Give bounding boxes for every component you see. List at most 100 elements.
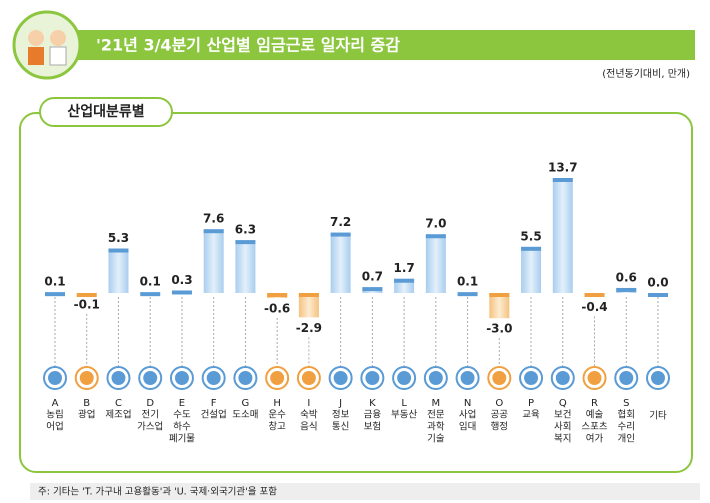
category-label: 공공 <box>491 410 509 421</box>
value-label: 7.6 <box>203 212 224 226</box>
category-label: 여가 <box>586 433 604 445</box>
chart-subtitle: (전년동기대비, 만개) <box>602 68 690 80</box>
bar <box>552 178 573 293</box>
category-label: 과학 <box>427 422 445 433</box>
bar-cap <box>521 246 542 251</box>
bar-cap <box>394 278 415 283</box>
value-label: -2.9 <box>296 321 322 335</box>
worker-body <box>49 46 67 66</box>
bar-cap <box>457 292 478 297</box>
category-label: 복지 <box>554 434 571 445</box>
value-label: 0.0 <box>647 276 668 290</box>
bar-cap <box>584 293 605 297</box>
panel-label: 산업대분류별 <box>67 103 144 120</box>
value-label: 0.1 <box>140 275 161 289</box>
bar-cap <box>648 293 668 297</box>
bar-cap <box>552 178 573 182</box>
value-label: 13.7 <box>548 161 578 175</box>
industry-icon-inner <box>651 371 665 385</box>
footnote-bar <box>30 483 700 500</box>
bar-cap <box>298 293 319 297</box>
industry-icon-inner <box>555 371 570 385</box>
bar-cap <box>425 234 446 239</box>
category-label: 도소매 <box>232 410 258 421</box>
category-label: 사업 <box>459 409 476 421</box>
category-label: 교육 <box>522 410 540 421</box>
category-label: 전기 <box>141 410 158 421</box>
category-label: 폐기물 <box>169 433 195 445</box>
industry-icon-inner <box>111 371 126 385</box>
category-label: 정보 <box>332 410 350 421</box>
panel-tab <box>39 97 173 127</box>
industry-icon-inner <box>333 371 348 385</box>
value-label: -0.4 <box>581 300 607 314</box>
category-label: 전문 <box>427 410 445 421</box>
category-code: S <box>623 398 629 409</box>
bar-cap <box>45 292 65 297</box>
header-icon <box>12 10 82 80</box>
industry-icon-inner <box>397 371 412 385</box>
worker-head <box>50 30 66 46</box>
category-label: 건설업 <box>201 409 227 421</box>
value-label: 5.5 <box>520 229 541 243</box>
category-label: 보험 <box>364 422 381 433</box>
value-label: -0.6 <box>264 302 290 316</box>
category-label: 어업 <box>46 421 63 433</box>
category-label: 부동산 <box>391 410 417 421</box>
category-label: 개인 <box>618 434 635 445</box>
industry-icon-inner <box>365 371 380 385</box>
bar <box>203 229 224 293</box>
bar-cap <box>171 290 192 295</box>
bar-cap <box>108 248 129 253</box>
value-label: 1.7 <box>393 261 414 275</box>
category-label: 제조업 <box>105 409 131 421</box>
value-label: 5.3 <box>108 231 129 245</box>
industry-icon-inner <box>48 371 62 385</box>
bar-cap <box>235 240 256 245</box>
category-label: 행정 <box>491 421 508 433</box>
industry-icon-inner <box>79 371 94 385</box>
category-code: M <box>432 398 441 409</box>
category-code: I <box>307 398 310 409</box>
bar-cap <box>616 287 637 292</box>
category-code: Q <box>559 398 567 409</box>
bar <box>235 240 256 293</box>
category-code: R <box>591 398 598 409</box>
category-label: 임대 <box>459 421 476 433</box>
category-code: P <box>528 398 534 409</box>
industry-icon-inner <box>619 371 634 385</box>
industry-icon-inner <box>524 371 539 385</box>
category-label: 수리 <box>618 422 635 433</box>
category-code: J <box>338 398 342 409</box>
category-code: F <box>211 398 217 409</box>
category-label: 농림 <box>46 409 63 421</box>
value-label: 0.6 <box>616 270 637 284</box>
category-code: N <box>464 398 471 409</box>
bar <box>298 293 319 318</box>
value-label: 0.7 <box>362 270 383 284</box>
industry-icon-inner <box>301 371 316 385</box>
industry-icon-inner <box>270 371 285 385</box>
category-code: L <box>401 398 407 409</box>
value-label: 0.3 <box>171 273 192 287</box>
category-label: 스포츠 <box>581 422 607 433</box>
industry-icon-inner <box>143 371 158 385</box>
value-label: -3.0 <box>486 322 512 336</box>
bar <box>489 293 510 319</box>
bar <box>330 232 351 293</box>
bar-cap <box>362 287 383 292</box>
footnote: 주: 기타는 'T. 가구내 고용활동'과 'U. 국제·외국기관'을 포함 <box>38 486 277 498</box>
category-code: A <box>52 398 59 409</box>
bar-cap <box>267 293 288 297</box>
category-label: 협회 <box>618 409 635 421</box>
category-label: 창고 <box>268 422 286 433</box>
category-label: 기타 <box>649 411 667 422</box>
category-code: D <box>146 398 154 409</box>
category-label: 숙박 <box>300 410 318 421</box>
bar-cap <box>76 293 97 297</box>
bar-cap <box>140 292 161 297</box>
category-label: 운수 <box>268 410 286 421</box>
category-code: G <box>242 398 250 409</box>
